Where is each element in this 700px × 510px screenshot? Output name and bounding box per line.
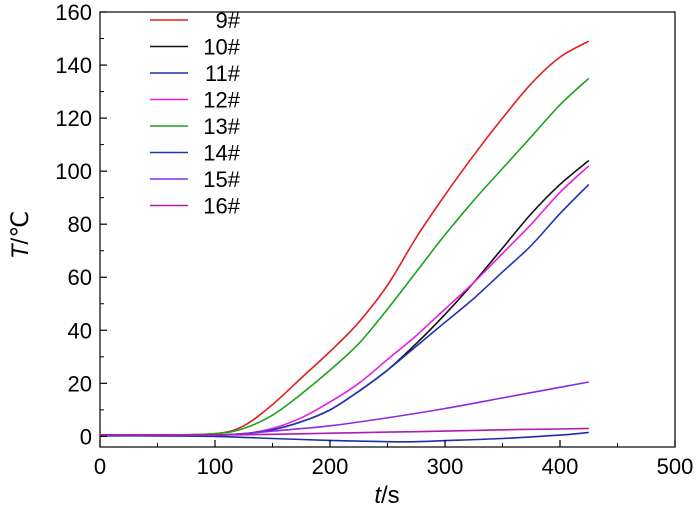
legend: 9#10#11#12#13#14#15#16# [150, 8, 241, 219]
legend-label: 15# [203, 167, 240, 192]
x-tick-label: 400 [542, 454, 579, 479]
y-tick-label: 120 [55, 106, 92, 131]
legend-label: 11# [205, 61, 241, 86]
series-line-13 [99, 77, 590, 436]
series-line-15 [99, 381, 589, 436]
y-tick-label: 80 [68, 212, 92, 237]
series-line-16 [99, 427, 589, 436]
series-line-11 [99, 431, 589, 443]
x-tick-label: 0 [94, 454, 106, 479]
legend-label: 14# [203, 141, 240, 166]
y-tick-label: 160 [55, 0, 92, 25]
y-tick-label: 60 [68, 265, 92, 290]
y-tick-label: 140 [55, 53, 92, 78]
x-axis-symbol: t [374, 482, 382, 509]
y-tick-label: 100 [55, 159, 92, 184]
x-tick-label: 300 [427, 454, 464, 479]
legend-label: 16# [203, 194, 240, 219]
y-tick-label: 0 [80, 424, 92, 449]
series-layer [99, 40, 590, 443]
y-tick-label: 20 [68, 371, 92, 396]
axis-ticks: 0 100 200 300 400 500 0 20 40 60 80 100 120 140 160 [55, 0, 693, 479]
x-axis-unit: /s [381, 482, 400, 509]
y-axis-symbol: T [7, 242, 34, 259]
y-axis-title: T/℃ [7, 211, 34, 259]
legend-label: 13# [203, 114, 240, 139]
x-tick-label: 100 [197, 454, 234, 479]
x-tick-label: 500 [657, 454, 694, 479]
y-axis-unit: /℃ [7, 211, 34, 245]
x-tick-label: 200 [312, 454, 349, 479]
legend-label: 12# [203, 88, 240, 113]
legend-label: 9# [216, 8, 241, 33]
series-line-14 [99, 183, 590, 436]
x-axis-title: t/s [374, 482, 399, 509]
legend-label: 10# [203, 35, 240, 60]
y-tick-label: 40 [68, 318, 92, 343]
